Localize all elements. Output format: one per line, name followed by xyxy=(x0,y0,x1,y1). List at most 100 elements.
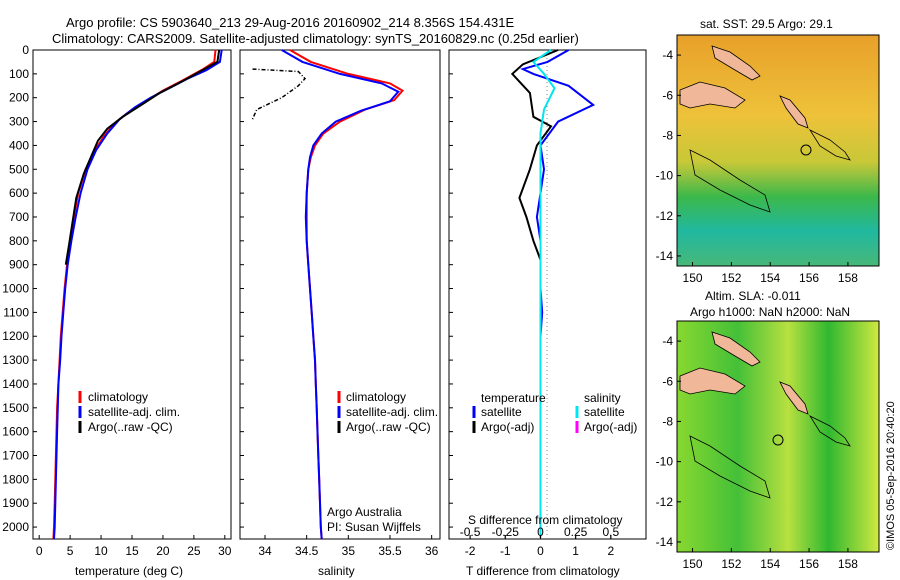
copyright-text: ©IMOS 05-Sep-2016 20:40:20 xyxy=(885,401,897,550)
series-line xyxy=(281,49,400,540)
reef-outline-1 xyxy=(808,415,851,447)
lat-tick-label: -14 xyxy=(656,535,674,549)
map2-axes: 150 152 154 156 158 -4 -6 -8 -10 -12 -14 xyxy=(656,334,859,571)
x-tick-label: 30 xyxy=(218,544,232,558)
map1-title: sat. SST: 29.5 Argo: 29.1 xyxy=(700,17,833,31)
lon-tick-label: 152 xyxy=(721,271,741,285)
sst-map xyxy=(676,34,880,267)
t-tick-label: 2 xyxy=(607,544,614,558)
s-tick-label: 0.5 xyxy=(602,525,619,539)
map1-frame xyxy=(676,34,880,267)
depth-tick-label: 1600 xyxy=(2,425,29,439)
depth-tick-label: 700 xyxy=(9,210,29,224)
legend-label-climatology: climatology xyxy=(346,390,406,404)
temperature-profiles xyxy=(52,49,223,540)
legend-title-salinity: salinity xyxy=(584,391,621,405)
depth-tick-label: 1100 xyxy=(3,305,29,319)
x-tick-label: 35 xyxy=(342,544,356,558)
depth-tick-label: 1300 xyxy=(2,353,29,367)
legend-label-temp-argo: Argo(-adj) xyxy=(481,420,534,434)
s-tick-label: 0 xyxy=(537,525,544,539)
depth-tick-label: 1000 xyxy=(2,282,29,296)
land-new-guinea xyxy=(679,81,746,109)
land-new-britain xyxy=(711,45,761,81)
series-line xyxy=(64,49,221,265)
depth-tick-label: 1400 xyxy=(2,377,29,391)
lon-tick-label: 154 xyxy=(760,271,780,285)
x-tick-label: 15 xyxy=(125,544,139,558)
reef-outline-2 xyxy=(689,435,771,499)
s-difference-label: S difference from climatology xyxy=(468,513,623,527)
map1-axes: 150 152 154 156 158 -4 -6 -8 -10 -12 -14 xyxy=(656,48,859,285)
x-tick-label: 20 xyxy=(156,544,170,558)
salinity-panel-frame xyxy=(239,49,441,540)
lat-tick-label: -4 xyxy=(662,334,673,348)
legend-label-sal-satellite: satellite xyxy=(584,405,625,419)
lat-tick-label: -10 xyxy=(656,169,674,183)
x-tick-label: 10 xyxy=(94,544,108,558)
lon-tick-label: 154 xyxy=(760,557,780,571)
lon-tick-label: 158 xyxy=(838,557,858,571)
note-pi: PI: Susan Wijffels xyxy=(327,520,421,534)
lon-tick-label: 150 xyxy=(683,271,703,285)
lat-tick-label: -12 xyxy=(656,209,674,223)
difference-profiles xyxy=(510,49,596,539)
depth-tick-label: 2000 xyxy=(2,520,29,534)
series-line xyxy=(289,49,405,540)
legend-label-climatology: climatology xyxy=(88,390,148,404)
land-bougainville xyxy=(779,95,809,129)
depth-tick-label: 400 xyxy=(9,138,29,152)
legend-label-satellite: satellite-adj. clim. xyxy=(346,405,438,419)
x-tick-label: 34.5 xyxy=(295,544,319,558)
legend-title-temperature: temperature xyxy=(481,391,546,405)
series-line xyxy=(520,49,596,539)
lat-tick-label: -8 xyxy=(662,128,673,142)
lat-tick-label: -14 xyxy=(656,249,674,263)
depth-tick-label: 500 xyxy=(9,162,29,176)
x-tick-label: 35.5 xyxy=(378,544,402,558)
t-difference-label: T difference from climatology xyxy=(466,564,620,578)
depth-tick-label: 0 xyxy=(22,43,29,57)
legend-label-temp-satellite: satellite xyxy=(481,405,522,419)
s-tick-label: -0.25 xyxy=(492,525,520,539)
t-tick-label: -2 xyxy=(465,544,476,558)
lat-tick-label: -10 xyxy=(656,455,674,469)
t-tick-label: 1 xyxy=(572,544,579,558)
lat-tick-label: -8 xyxy=(662,414,673,428)
series-line xyxy=(52,49,217,540)
lon-tick-label: 156 xyxy=(799,271,819,285)
lat-tick-label: -4 xyxy=(662,48,673,62)
depth-tick-label: 1800 xyxy=(2,472,29,486)
depth-tick-label: 1900 xyxy=(2,496,29,510)
series-line xyxy=(251,68,307,120)
land-new-britain xyxy=(711,331,761,367)
s-tick-label: -0.5 xyxy=(460,525,481,539)
depth-tick-label: 800 xyxy=(9,234,29,248)
lon-tick-label: 150 xyxy=(683,557,703,571)
sla-map xyxy=(676,320,880,553)
salinity-legend: climatology satellite-adj. clim. Argo(..… xyxy=(337,390,438,434)
s-difference-ticks: -0.5 -0.25 0 0.25 0.5 xyxy=(460,525,619,539)
depth-tick-label: 1200 xyxy=(2,329,29,343)
series-line xyxy=(531,49,556,539)
lat-tick-label: -6 xyxy=(662,374,673,388)
x-tick-label: 36 xyxy=(425,544,439,558)
sla-field xyxy=(677,321,879,552)
land-new-guinea xyxy=(679,367,746,395)
argo-float-marker xyxy=(772,434,784,446)
t-tick-label: -1 xyxy=(500,544,511,558)
x-tick-label: 0 xyxy=(36,544,43,558)
series-line xyxy=(510,49,559,261)
lon-tick-label: 156 xyxy=(799,557,819,571)
lat-tick-label: -6 xyxy=(662,88,673,102)
depth-tick-label: 300 xyxy=(9,115,29,129)
depth-tick-label: 1700 xyxy=(2,449,29,463)
depth-tick-label: 900 xyxy=(9,258,29,272)
depth-axis: 0 100 200 300 400 500 600 700 800 900 1000 1100 1200… xyxy=(2,43,453,534)
series-line xyxy=(53,49,223,540)
map2-title-1: Altim. SLA: -0.011 xyxy=(705,289,801,303)
header-line-2: Climatology: CARS2009. Satellite-adjuste… xyxy=(52,31,579,46)
lat-tick-label: -12 xyxy=(656,495,674,509)
x-tick-label: 5 xyxy=(67,544,74,558)
